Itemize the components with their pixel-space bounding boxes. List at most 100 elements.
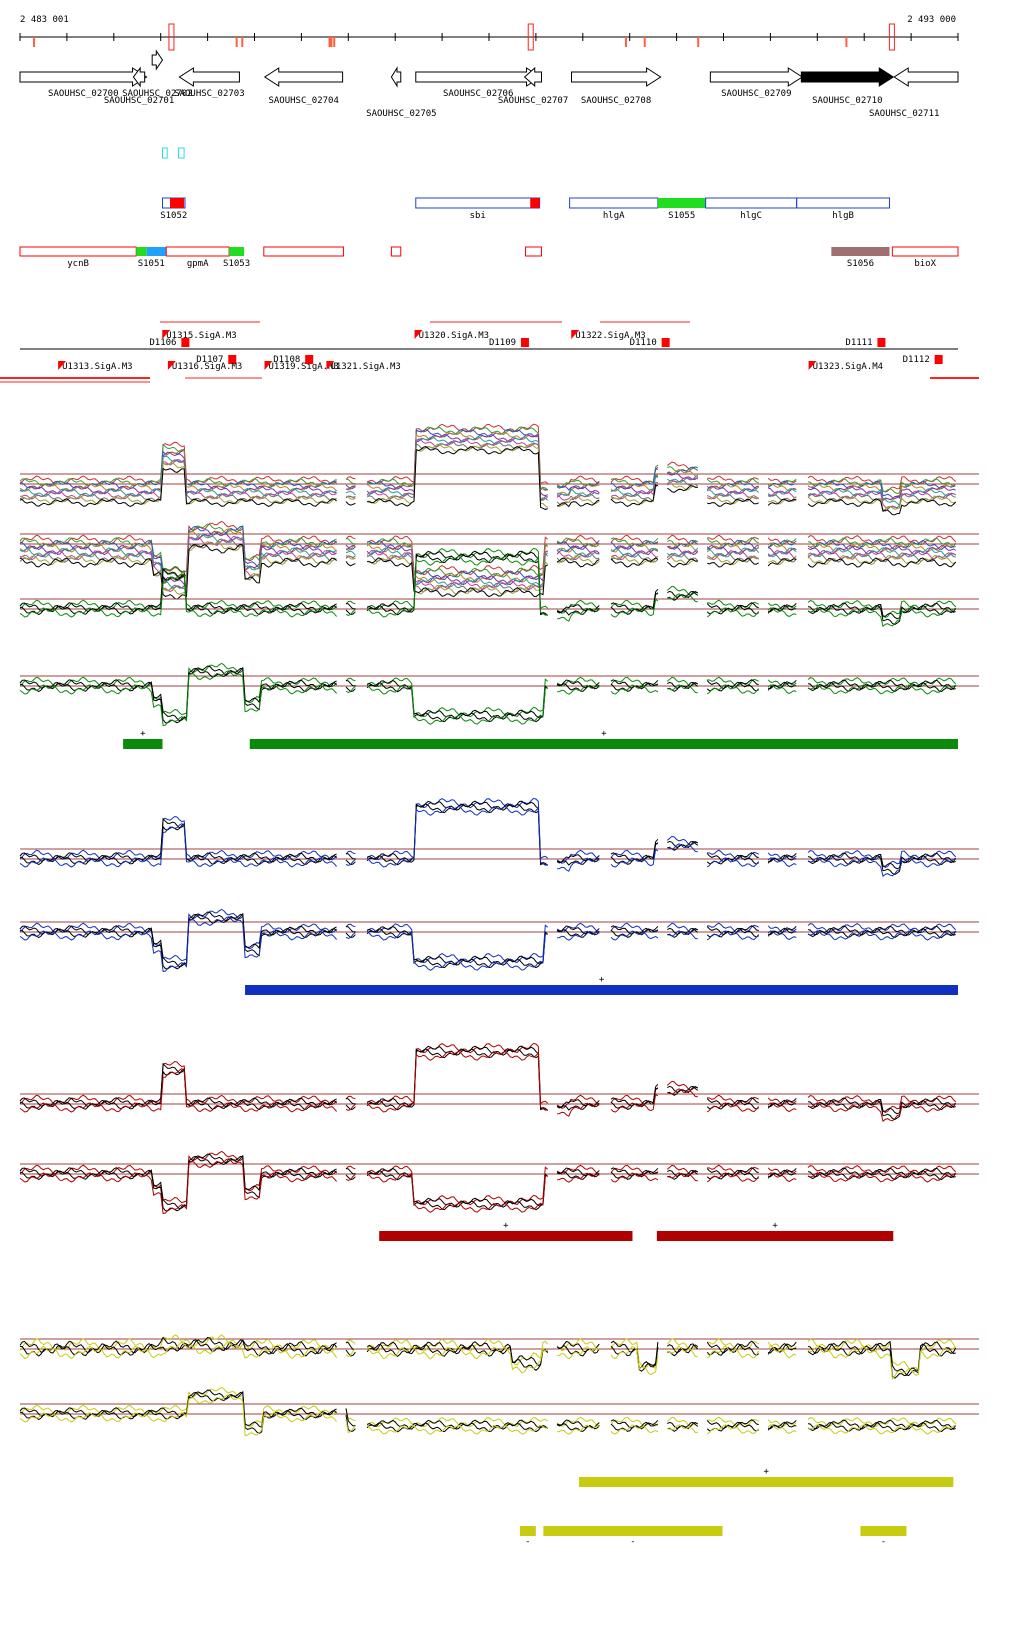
gene-label: SAOUHSC_02700 [48, 89, 118, 99]
profile-line [19, 1153, 956, 1210]
gene-arrow [415, 67, 542, 87]
profile-line [19, 1389, 956, 1430]
tss-track: D1106U1315.SigA.M3U1313.SigA.M3D1107U131… [0, 321, 979, 383]
profile-line [19, 440, 956, 512]
coord-start-label: 2 483 001 [20, 15, 69, 25]
genome-axis [19, 23, 959, 51]
feature-label: S1056 [847, 259, 874, 269]
tss-flag [167, 361, 176, 370]
tss-label: D1110 [630, 338, 657, 348]
feature-box [525, 246, 542, 257]
genome-browser-view: 2 483 001 2 493 000 SAOUHSC_02700 SAOUHSC… [0, 15, 979, 1543]
profile-line [19, 1386, 957, 1428]
profile-line [19, 665, 956, 722]
gene-label: SAOUHSC_02702 [122, 89, 192, 99]
feature-label: hlgC [740, 211, 762, 221]
feature-box [569, 197, 659, 209]
profile-line [19, 805, 956, 878]
tss-label: U1315.SigA.M3 [166, 331, 236, 341]
profile-line [19, 1339, 957, 1379]
tss-flag [162, 330, 171, 339]
red-segment-bar [379, 1231, 633, 1241]
profile-line [19, 543, 957, 600]
gene-arrow [263, 67, 344, 87]
gene-label: SAOUHSC_02710 [812, 96, 882, 106]
feature-box [165, 246, 230, 257]
tss-label: U1322.SigA.M3 [575, 331, 645, 341]
feature-box [415, 197, 541, 209]
yellow-minus-bar [860, 1526, 907, 1536]
strand-sign: + [601, 729, 607, 739]
profile-line [19, 555, 956, 628]
tss-flag [326, 361, 335, 370]
gene-arrow [19, 67, 148, 87]
gene-label: SAOUHSC_02704 [268, 96, 338, 106]
profile-line [19, 445, 957, 516]
profile-line [19, 1050, 956, 1123]
gene-label: SAOUHSC_02703 [174, 89, 244, 99]
yellow-minus-bar [543, 1526, 723, 1536]
gene-arrow [709, 67, 804, 87]
gene-arrow [390, 66, 402, 88]
profile-line [19, 1150, 957, 1206]
yellow-segment-bar [579, 1477, 954, 1487]
gene-arrow [151, 49, 164, 71]
tss-label: D1111 [845, 338, 872, 348]
gene-arrow [893, 67, 959, 87]
tss-marker [181, 338, 190, 347]
blue-segment-bar [245, 985, 958, 995]
feature-label: S1051 [138, 259, 165, 269]
strand-sign: - [881, 1537, 886, 1543]
tss-label: D1112 [903, 355, 930, 365]
feature-box [796, 197, 891, 209]
gene-label: SAOUHSC_02705 [366, 109, 436, 119]
gene-label: SAOUHSC_02707 [498, 96, 568, 106]
profile-line [19, 1394, 956, 1437]
tss-marker [934, 355, 943, 364]
profile-line [19, 908, 957, 964]
tss-marker [661, 338, 670, 347]
feature-box [19, 246, 137, 257]
tss-label: D1109 [489, 338, 516, 348]
expression-profile-tracks [19, 423, 979, 1437]
axis-mark [624, 37, 627, 47]
gene-annotation-track: SAOUHSC_02700SAOUHSC_02701SAOUHSC_02702S… [19, 49, 959, 119]
tss-marker [877, 338, 886, 347]
feature-box [146, 247, 167, 256]
feature-box [657, 198, 706, 208]
gene-label: SAOUHSC_02706 [443, 89, 513, 99]
tss-marker [520, 338, 529, 347]
axis-mark [697, 37, 700, 47]
feature-label: bioX [914, 259, 936, 269]
axis-mark-box [527, 23, 534, 51]
axis-mark [235, 37, 238, 47]
profile-line [19, 1341, 957, 1381]
green-segment-bar [123, 739, 163, 749]
profile-line [19, 1391, 957, 1435]
segment-bars: + + + + + + - - - [123, 729, 958, 1543]
profile-line [19, 1336, 956, 1377]
feature-label: S1053 [223, 259, 250, 269]
profile-line [19, 662, 957, 718]
feature-label: ycnB [67, 259, 89, 269]
gene-arrow [571, 67, 662, 87]
strand-sign: + [140, 729, 146, 739]
red-segment-bar [656, 1231, 894, 1241]
strand-sign: + [599, 975, 605, 985]
yellow-minus-bar [519, 1526, 536, 1536]
axis-mark [33, 37, 36, 47]
tss-label: U1316.SigA.M3 [172, 362, 242, 372]
gene-label: SAOUHSC_02708 [581, 96, 651, 106]
tss-marker [305, 355, 314, 364]
green-segment-bar [249, 739, 958, 749]
axis-mark [330, 37, 333, 47]
tss-flag [414, 330, 423, 339]
feature-fill [530, 198, 540, 208]
tss-marker [228, 355, 237, 364]
feature-box [161, 147, 168, 159]
axis-mark [328, 37, 331, 47]
tss-flag [571, 330, 580, 339]
feature-box [136, 247, 147, 256]
coord-end-label: 2 493 000 [907, 15, 956, 25]
gene-arrow [523, 66, 542, 88]
